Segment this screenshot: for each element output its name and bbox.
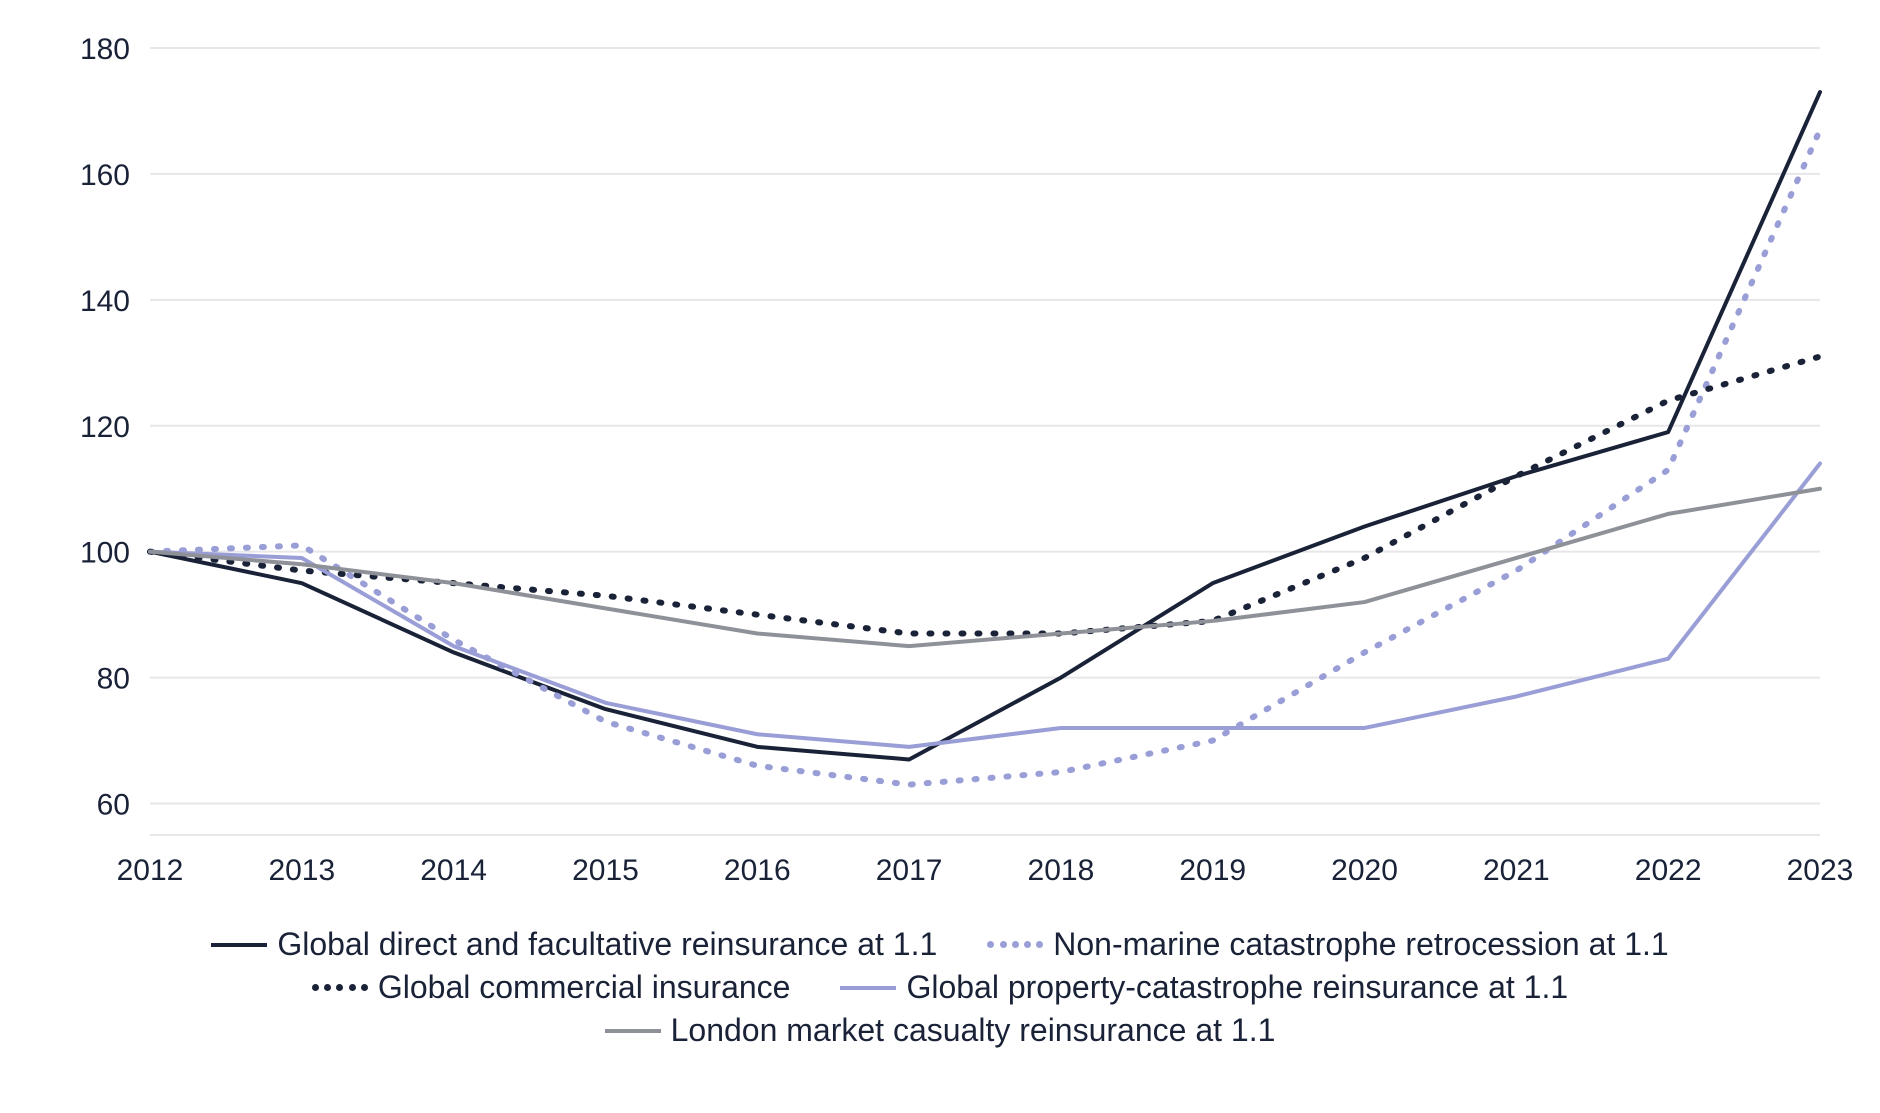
legend-swatch [840, 986, 896, 990]
svg-text:2021: 2021 [1483, 854, 1550, 887]
legend-item-london_casualty: London market casualty reinsurance at 1.… [605, 1012, 1276, 1049]
legend-item-global_prop_cat: Global property-catastrophe reinsurance … [840, 969, 1568, 1006]
svg-text:2015: 2015 [572, 854, 639, 887]
svg-text:2018: 2018 [1028, 854, 1095, 887]
svg-text:160: 160 [80, 159, 130, 192]
svg-text:180: 180 [80, 33, 130, 66]
svg-text:2013: 2013 [268, 854, 335, 887]
legend-item-global_commercial: Global commercial insurance [312, 969, 791, 1006]
svg-text:2023: 2023 [1787, 854, 1854, 887]
svg-text:2019: 2019 [1179, 854, 1246, 887]
svg-text:80: 80 [97, 663, 130, 696]
svg-text:2014: 2014 [420, 854, 487, 887]
legend-swatch [987, 941, 1043, 949]
legend-label: Non-marine catastrophe retrocession at 1… [1053, 926, 1668, 963]
svg-text:2012: 2012 [117, 854, 184, 887]
legend-label: Global property-catastrophe reinsurance … [906, 969, 1568, 1006]
svg-text:60: 60 [97, 789, 130, 822]
legend-swatch [211, 943, 267, 947]
svg-text:2022: 2022 [1635, 854, 1702, 887]
svg-text:140: 140 [80, 285, 130, 318]
legend-item-global_direct_fac: Global direct and facultative reinsuranc… [211, 926, 937, 963]
legend-label: Global direct and facultative reinsuranc… [277, 926, 937, 963]
legend-swatch [605, 1029, 661, 1033]
legend-item-nonmarine_cat_retro: Non-marine catastrophe retrocession at 1… [987, 926, 1668, 963]
chart-legend: Global direct and facultative reinsuranc… [0, 920, 1880, 1049]
svg-text:120: 120 [80, 411, 130, 444]
line-chart: 60 80 100 120 140 160 180 2012 2013 2014 2015 2016 2… [0, 0, 1880, 1113]
svg-text:2017: 2017 [876, 854, 943, 887]
legend-label: Global commercial insurance [378, 969, 791, 1006]
legend-label: London market casualty reinsurance at 1.… [671, 1012, 1276, 1049]
svg-text:2020: 2020 [1331, 854, 1398, 887]
svg-text:2016: 2016 [724, 854, 791, 887]
legend-swatch [312, 984, 368, 992]
svg-text:100: 100 [80, 537, 130, 570]
